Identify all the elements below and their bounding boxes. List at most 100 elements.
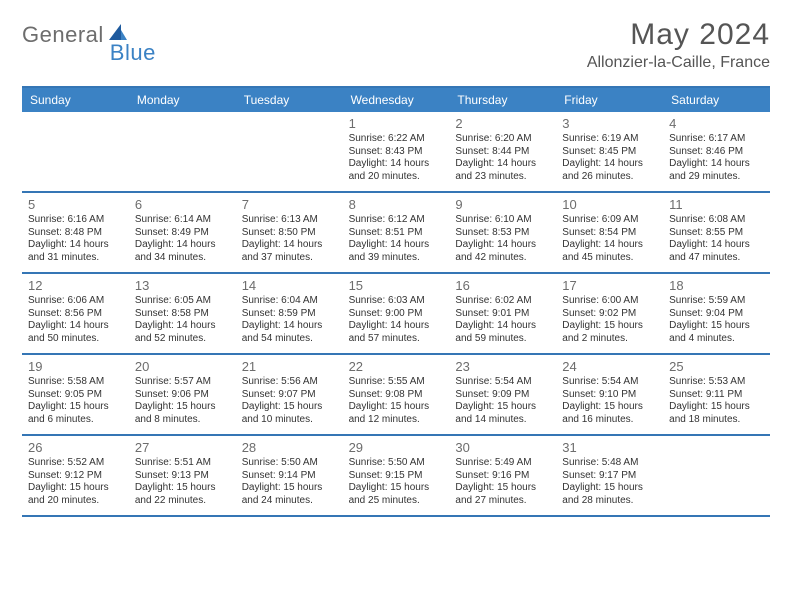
logo: General Blue bbox=[22, 22, 156, 66]
daylight-text: Daylight: 14 hours and 20 minutes. bbox=[349, 158, 444, 183]
daylight-text: Daylight: 15 hours and 12 minutes. bbox=[349, 401, 444, 426]
day-cell bbox=[663, 436, 770, 515]
day-cell: 19Sunrise: 5:58 AMSunset: 9:05 PMDayligh… bbox=[22, 355, 129, 434]
day-cell: 22Sunrise: 5:55 AMSunset: 9:08 PMDayligh… bbox=[343, 355, 450, 434]
sunset-text: Sunset: 8:45 PM bbox=[562, 146, 657, 159]
day-cell: 13Sunrise: 6:05 AMSunset: 8:58 PMDayligh… bbox=[129, 274, 236, 353]
day-cell bbox=[236, 112, 343, 191]
sunrise-text: Sunrise: 6:14 AM bbox=[135, 214, 230, 227]
day-cell: 2Sunrise: 6:20 AMSunset: 8:44 PMDaylight… bbox=[449, 112, 556, 191]
sunrise-text: Sunrise: 6:08 AM bbox=[669, 214, 764, 227]
day-number: 23 bbox=[455, 359, 550, 374]
daylight-text: Daylight: 14 hours and 52 minutes. bbox=[135, 320, 230, 345]
sunrise-text: Sunrise: 5:54 AM bbox=[562, 376, 657, 389]
sunset-text: Sunset: 9:14 PM bbox=[242, 470, 337, 483]
daylight-text: Daylight: 15 hours and 14 minutes. bbox=[455, 401, 550, 426]
day-number: 22 bbox=[349, 359, 444, 374]
sunset-text: Sunset: 8:56 PM bbox=[28, 308, 123, 321]
daylight-text: Daylight: 15 hours and 10 minutes. bbox=[242, 401, 337, 426]
day-cell: 14Sunrise: 6:04 AMSunset: 8:59 PMDayligh… bbox=[236, 274, 343, 353]
day-cell: 16Sunrise: 6:02 AMSunset: 9:01 PMDayligh… bbox=[449, 274, 556, 353]
daylight-text: Daylight: 14 hours and 26 minutes. bbox=[562, 158, 657, 183]
day-number: 3 bbox=[562, 116, 657, 131]
day-number: 29 bbox=[349, 440, 444, 455]
title-block: May 2024 Allonzier-la-Caille, France bbox=[587, 18, 770, 72]
sunrise-text: Sunrise: 5:53 AM bbox=[669, 376, 764, 389]
sunset-text: Sunset: 8:54 PM bbox=[562, 227, 657, 240]
daylight-text: Daylight: 14 hours and 45 minutes. bbox=[562, 239, 657, 264]
day-cell: 8Sunrise: 6:12 AMSunset: 8:51 PMDaylight… bbox=[343, 193, 450, 272]
logo-text-general: General bbox=[22, 22, 104, 48]
day-cell: 23Sunrise: 5:54 AMSunset: 9:09 PMDayligh… bbox=[449, 355, 556, 434]
daylight-text: Daylight: 15 hours and 18 minutes. bbox=[669, 401, 764, 426]
day-cell: 25Sunrise: 5:53 AMSunset: 9:11 PMDayligh… bbox=[663, 355, 770, 434]
week-row: 26Sunrise: 5:52 AMSunset: 9:12 PMDayligh… bbox=[22, 436, 770, 517]
daylight-text: Daylight: 14 hours and 50 minutes. bbox=[28, 320, 123, 345]
day-cell: 20Sunrise: 5:57 AMSunset: 9:06 PMDayligh… bbox=[129, 355, 236, 434]
dayname-thursday: Thursday bbox=[449, 88, 556, 112]
day-cell: 27Sunrise: 5:51 AMSunset: 9:13 PMDayligh… bbox=[129, 436, 236, 515]
day-cell: 11Sunrise: 6:08 AMSunset: 8:55 PMDayligh… bbox=[663, 193, 770, 272]
daylight-text: Daylight: 15 hours and 16 minutes. bbox=[562, 401, 657, 426]
calendar: Sunday Monday Tuesday Wednesday Thursday… bbox=[22, 86, 770, 517]
day-number: 4 bbox=[669, 116, 764, 131]
sunrise-text: Sunrise: 6:09 AM bbox=[562, 214, 657, 227]
sunrise-text: Sunrise: 5:51 AM bbox=[135, 457, 230, 470]
day-number: 26 bbox=[28, 440, 123, 455]
sunset-text: Sunset: 9:15 PM bbox=[349, 470, 444, 483]
sunrise-text: Sunrise: 5:58 AM bbox=[28, 376, 123, 389]
sunset-text: Sunset: 9:11 PM bbox=[669, 389, 764, 402]
day-cell: 15Sunrise: 6:03 AMSunset: 9:00 PMDayligh… bbox=[343, 274, 450, 353]
daylight-text: Daylight: 15 hours and 20 minutes. bbox=[28, 482, 123, 507]
month-title: May 2024 bbox=[587, 18, 770, 52]
day-number: 30 bbox=[455, 440, 550, 455]
sunset-text: Sunset: 8:53 PM bbox=[455, 227, 550, 240]
daylight-text: Daylight: 15 hours and 6 minutes. bbox=[28, 401, 123, 426]
day-number: 11 bbox=[669, 197, 764, 212]
daylight-text: Daylight: 14 hours and 34 minutes. bbox=[135, 239, 230, 264]
sunrise-text: Sunrise: 5:48 AM bbox=[562, 457, 657, 470]
sunrise-text: Sunrise: 5:57 AM bbox=[135, 376, 230, 389]
day-number: 17 bbox=[562, 278, 657, 293]
daylight-text: Daylight: 14 hours and 31 minutes. bbox=[28, 239, 123, 264]
logo-text-blue: Blue bbox=[110, 40, 156, 66]
daylight-text: Daylight: 15 hours and 2 minutes. bbox=[562, 320, 657, 345]
week-row: 12Sunrise: 6:06 AMSunset: 8:56 PMDayligh… bbox=[22, 274, 770, 355]
day-cell bbox=[129, 112, 236, 191]
day-cell: 7Sunrise: 6:13 AMSunset: 8:50 PMDaylight… bbox=[236, 193, 343, 272]
day-cell: 1Sunrise: 6:22 AMSunset: 8:43 PMDaylight… bbox=[343, 112, 450, 191]
daylight-text: Daylight: 14 hours and 47 minutes. bbox=[669, 239, 764, 264]
sunset-text: Sunset: 9:13 PM bbox=[135, 470, 230, 483]
day-number: 15 bbox=[349, 278, 444, 293]
sunrise-text: Sunrise: 6:00 AM bbox=[562, 295, 657, 308]
day-number: 9 bbox=[455, 197, 550, 212]
sunrise-text: Sunrise: 5:59 AM bbox=[669, 295, 764, 308]
dayname-saturday: Saturday bbox=[663, 88, 770, 112]
daylight-text: Daylight: 15 hours and 25 minutes. bbox=[349, 482, 444, 507]
sunrise-text: Sunrise: 6:04 AM bbox=[242, 295, 337, 308]
weeks-container: 1Sunrise: 6:22 AMSunset: 8:43 PMDaylight… bbox=[22, 112, 770, 517]
day-cell: 9Sunrise: 6:10 AMSunset: 8:53 PMDaylight… bbox=[449, 193, 556, 272]
sunset-text: Sunset: 8:48 PM bbox=[28, 227, 123, 240]
daylight-text: Daylight: 14 hours and 42 minutes. bbox=[455, 239, 550, 264]
daylight-text: Daylight: 15 hours and 27 minutes. bbox=[455, 482, 550, 507]
sunset-text: Sunset: 9:16 PM bbox=[455, 470, 550, 483]
dayname-tuesday: Tuesday bbox=[236, 88, 343, 112]
day-number: 16 bbox=[455, 278, 550, 293]
sunset-text: Sunset: 9:08 PM bbox=[349, 389, 444, 402]
day-cell: 17Sunrise: 6:00 AMSunset: 9:02 PMDayligh… bbox=[556, 274, 663, 353]
sunset-text: Sunset: 8:51 PM bbox=[349, 227, 444, 240]
sunset-text: Sunset: 9:01 PM bbox=[455, 308, 550, 321]
sunrise-text: Sunrise: 6:06 AM bbox=[28, 295, 123, 308]
day-cell: 12Sunrise: 6:06 AMSunset: 8:56 PMDayligh… bbox=[22, 274, 129, 353]
sunrise-text: Sunrise: 5:54 AM bbox=[455, 376, 550, 389]
day-cell: 5Sunrise: 6:16 AMSunset: 8:48 PMDaylight… bbox=[22, 193, 129, 272]
day-number: 2 bbox=[455, 116, 550, 131]
sunrise-text: Sunrise: 6:22 AM bbox=[349, 133, 444, 146]
day-number: 18 bbox=[669, 278, 764, 293]
day-cell: 3Sunrise: 6:19 AMSunset: 8:45 PMDaylight… bbox=[556, 112, 663, 191]
sunset-text: Sunset: 9:06 PM bbox=[135, 389, 230, 402]
sunrise-text: Sunrise: 5:56 AM bbox=[242, 376, 337, 389]
day-cell: 26Sunrise: 5:52 AMSunset: 9:12 PMDayligh… bbox=[22, 436, 129, 515]
sunset-text: Sunset: 9:10 PM bbox=[562, 389, 657, 402]
